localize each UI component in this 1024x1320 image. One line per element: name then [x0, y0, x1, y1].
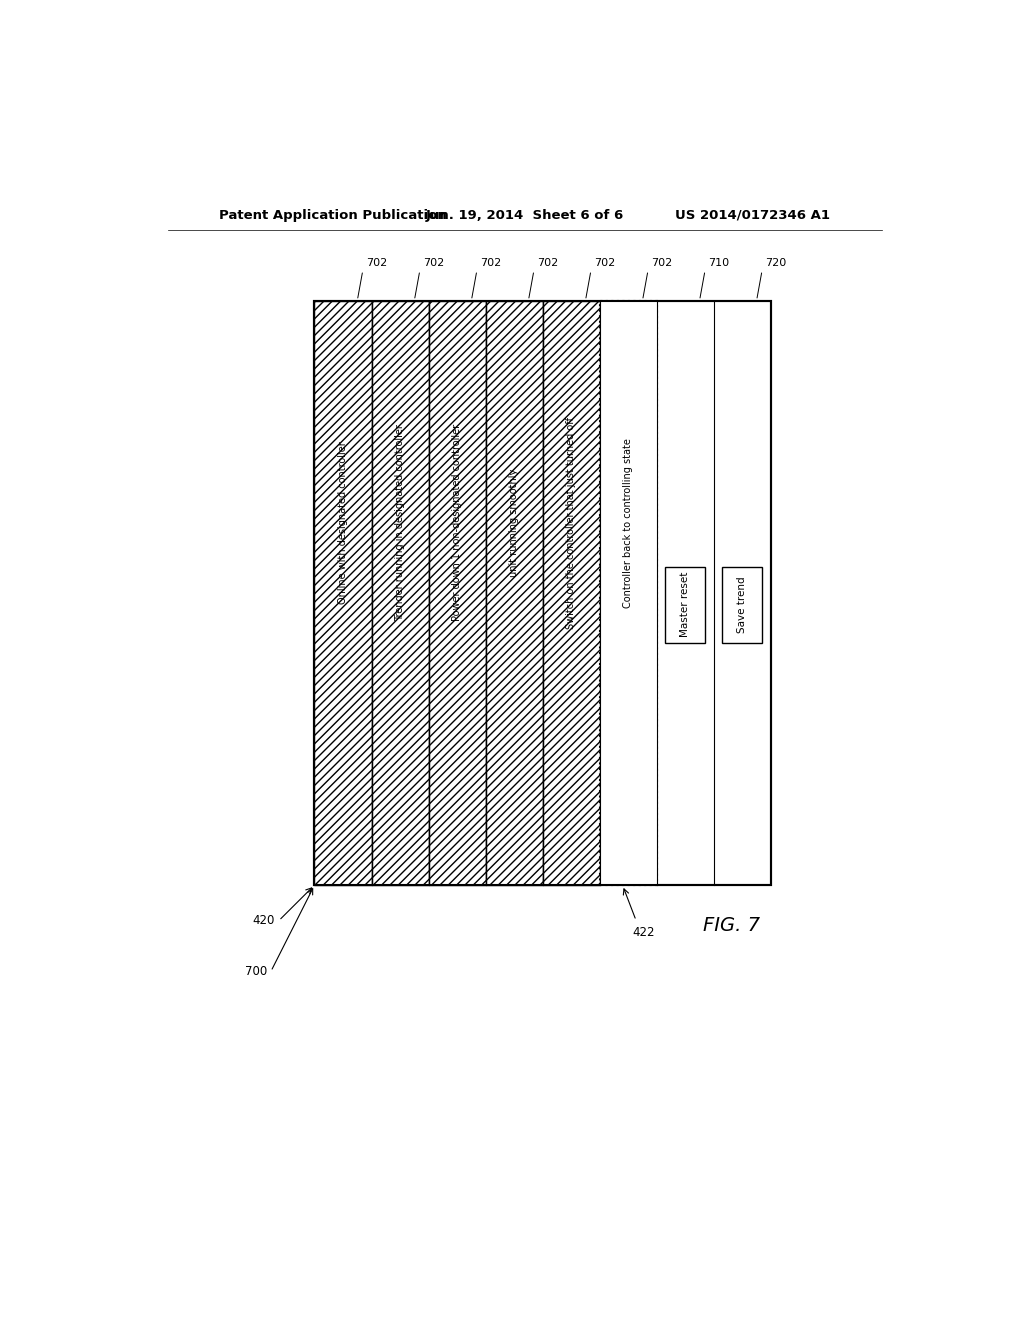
Text: 702: 702 [651, 259, 673, 268]
Bar [485, 301, 543, 886]
Bar [314, 301, 771, 886]
Text: Save trend: Save trend [737, 577, 748, 632]
Text: Switch on the controller that just turned off: Switch on the controller that just turne… [566, 417, 577, 628]
Bar [600, 301, 656, 886]
Text: Power down 1 non-designated controller: Power down 1 non-designated controller [453, 424, 462, 622]
Bar [600, 301, 656, 886]
Text: 702: 702 [366, 259, 387, 268]
Text: Master reset: Master reset [680, 572, 690, 638]
Text: 700: 700 [245, 965, 267, 978]
Bar [666, 566, 706, 643]
Text: Patent Application Publication: Patent Application Publication [219, 209, 447, 222]
Text: unit running smoothly: unit running smoothly [509, 469, 519, 577]
Bar [314, 301, 771, 886]
Text: 702: 702 [538, 259, 558, 268]
Text: 420: 420 [253, 915, 274, 927]
Bar [722, 566, 762, 643]
Bar [314, 301, 372, 886]
Text: 710: 710 [709, 259, 729, 268]
Text: Jun. 19, 2014  Sheet 6 of 6: Jun. 19, 2014 Sheet 6 of 6 [426, 209, 624, 222]
Text: 720: 720 [765, 259, 786, 268]
Text: Trender running in designated controller: Trender running in designated controller [395, 424, 406, 622]
Text: Online with designated controller: Online with designated controller [338, 441, 348, 605]
Bar [429, 301, 485, 886]
Text: 702: 702 [423, 259, 444, 268]
Text: 702: 702 [594, 259, 615, 268]
Bar [372, 301, 429, 886]
Bar [543, 301, 600, 886]
Text: 422: 422 [632, 925, 654, 939]
Text: US 2014/0172346 A1: US 2014/0172346 A1 [676, 209, 830, 222]
Text: 702: 702 [480, 259, 502, 268]
Text: FIG. 7: FIG. 7 [702, 916, 760, 936]
Text: Controller back to controlling state: Controller back to controlling state [624, 438, 633, 607]
